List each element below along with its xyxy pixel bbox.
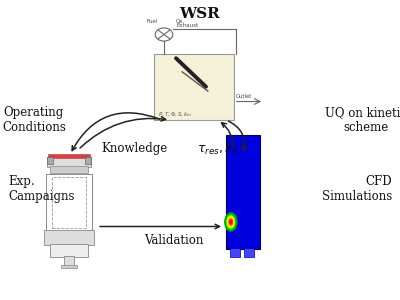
- Bar: [44, 230, 94, 244]
- Bar: [48, 154, 90, 158]
- Circle shape: [155, 28, 173, 41]
- Bar: [230, 248, 240, 256]
- Bar: [50, 166, 88, 172]
- Ellipse shape: [225, 213, 237, 231]
- Bar: [154, 54, 234, 120]
- Ellipse shape: [228, 217, 234, 227]
- Text: $\tau_{res}, k_v$: $\tau_{res}, k_v$: [197, 140, 239, 157]
- Ellipse shape: [230, 219, 232, 225]
- Bar: [85, 157, 91, 164]
- Text: Operating
Conditions: Operating Conditions: [2, 106, 66, 134]
- Text: CFD
Simulations: CFD Simulations: [322, 175, 392, 203]
- Bar: [47, 157, 91, 166]
- Ellipse shape: [227, 216, 234, 228]
- Bar: [64, 256, 74, 266]
- Text: Validation: Validation: [144, 233, 204, 247]
- Text: Exhaust: Exhaust: [177, 23, 199, 28]
- Ellipse shape: [226, 215, 235, 229]
- Text: Knowledge: Knowledge: [101, 142, 167, 155]
- Text: $P, T, \Phi, S, k_m$: $P, T, \Phi, S, k_m$: [158, 110, 192, 119]
- Bar: [244, 248, 254, 256]
- Text: Fuel: Fuel: [146, 19, 158, 24]
- Text: Outlet: Outlet: [236, 94, 252, 99]
- Ellipse shape: [229, 218, 233, 226]
- Ellipse shape: [230, 220, 232, 224]
- Bar: [50, 244, 88, 256]
- Text: Exp.
Campaigns: Exp. Campaigns: [8, 175, 74, 203]
- Text: Ox.: Ox.: [176, 19, 186, 24]
- Bar: [226, 135, 260, 249]
- Text: WSR: WSR: [180, 8, 220, 22]
- Bar: [46, 174, 92, 231]
- Bar: [61, 265, 77, 268]
- Bar: [52, 177, 86, 228]
- Text: UQ on kinetic
scheme: UQ on kinetic scheme: [325, 106, 400, 134]
- Bar: [47, 157, 53, 164]
